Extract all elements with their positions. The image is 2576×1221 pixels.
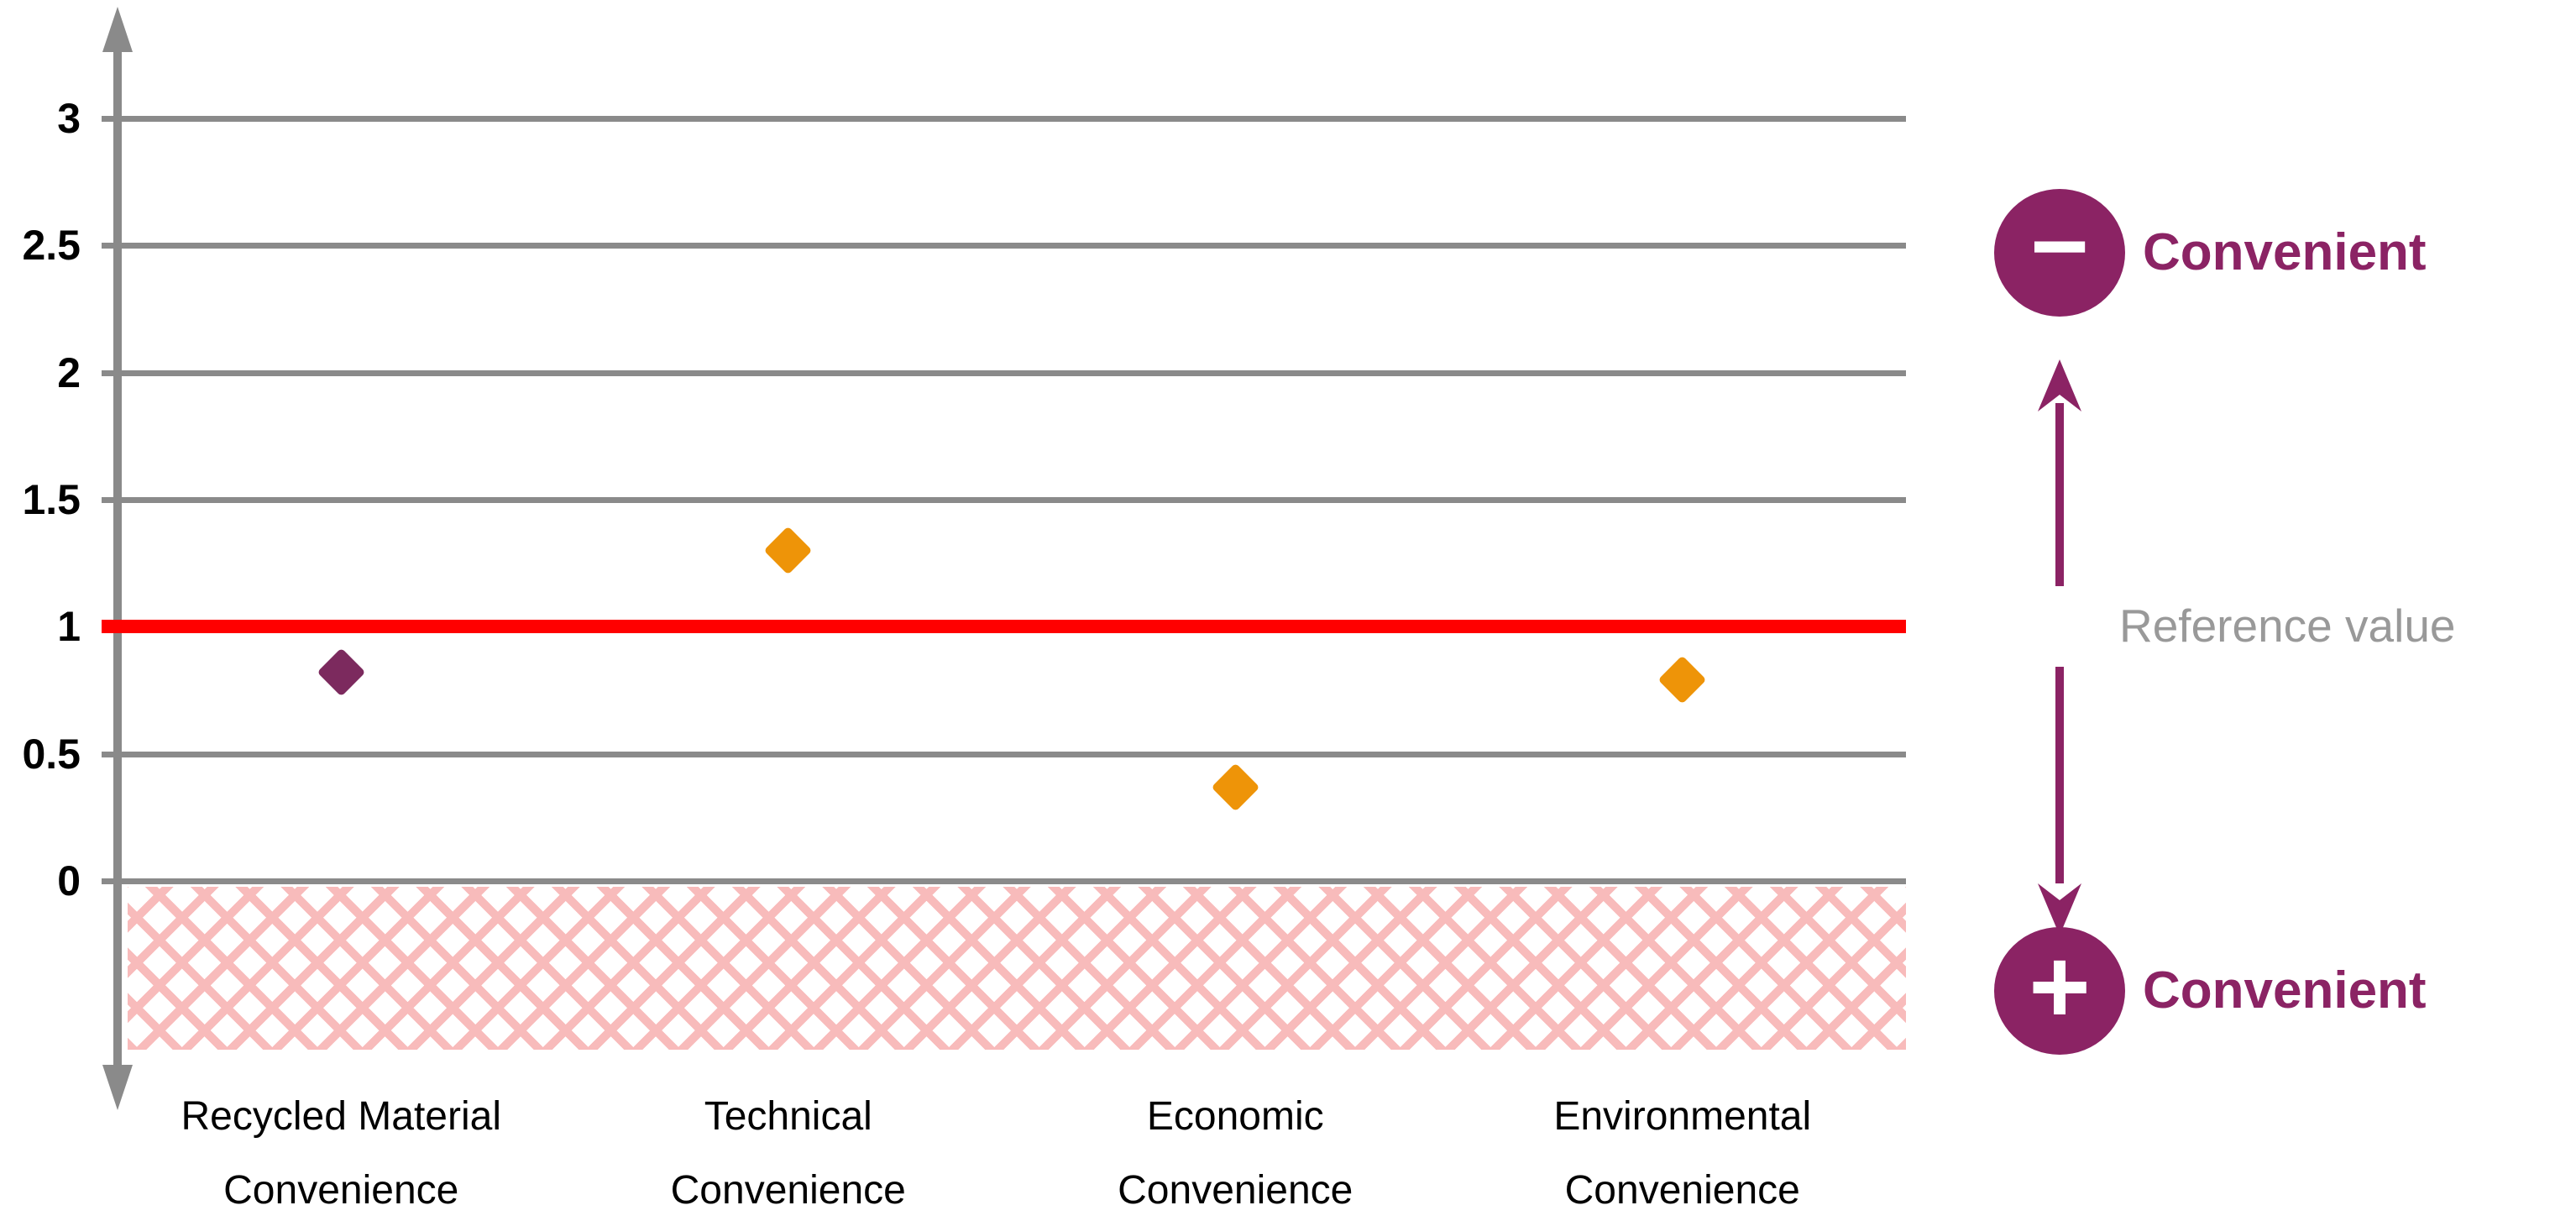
y-tick-label: 2.5 xyxy=(22,222,81,270)
arrow-up-head xyxy=(2038,359,2081,411)
gridline-y-2.5 xyxy=(102,243,1906,249)
y-tick-label: 3 xyxy=(57,94,81,142)
reference-line xyxy=(102,620,1906,634)
y-tick-label: 1 xyxy=(57,603,81,651)
arrow-shaft-bottom xyxy=(2055,667,2064,883)
gridline-y-0 xyxy=(102,878,1906,884)
y-tick-label: 0 xyxy=(57,857,81,904)
gridline-y-1.5 xyxy=(102,496,1906,503)
gridline-y-3 xyxy=(102,115,1906,122)
gridline-y-0.5 xyxy=(102,751,1906,757)
convenience-chart-plot-area: 0 0.5 1 1.5 2 2.5 3 Recycled Material Convenien… xyxy=(22,7,1906,1213)
y-axis-down-arrow-icon xyxy=(102,1065,133,1110)
arrow-down-head xyxy=(2038,883,2081,935)
y-tick-label: 1.5 xyxy=(22,475,81,523)
minus-badge-icon: − xyxy=(1994,189,2125,317)
gridline-y-2 xyxy=(102,369,1906,376)
category-label: Technical Convenience xyxy=(670,1094,906,1213)
category-label: Recycled Material Convenience xyxy=(181,1094,501,1213)
data-point-diamond xyxy=(763,526,813,575)
data-point-diamond xyxy=(1211,762,1260,811)
data-point-diamond xyxy=(1657,655,1707,705)
y-axis xyxy=(102,7,133,1110)
reference-value-label: Reference value xyxy=(2119,600,2456,652)
category-label: Economic Convenience xyxy=(1118,1094,1353,1213)
legend-label-positive: Convenient xyxy=(2143,962,2427,1019)
y-tick-label: 2 xyxy=(57,348,81,396)
y-tick-label: 0.5 xyxy=(22,730,81,778)
hatched-region xyxy=(128,887,1906,1050)
arrow-shaft-top xyxy=(2055,403,2064,586)
data-point-diamond xyxy=(317,647,366,697)
legend-label-negative: Convenient xyxy=(2143,223,2427,281)
minus-symbol: − xyxy=(2029,190,2090,302)
y-axis-line xyxy=(113,42,122,1073)
y-axis-up-arrow-icon xyxy=(102,7,133,52)
plus-symbol: + xyxy=(2029,926,2091,1045)
plus-badge-icon: + xyxy=(1994,927,2125,1055)
category-label: Environmental Convenience xyxy=(1553,1094,1812,1213)
reference-double-arrow-icon xyxy=(2038,359,2081,935)
